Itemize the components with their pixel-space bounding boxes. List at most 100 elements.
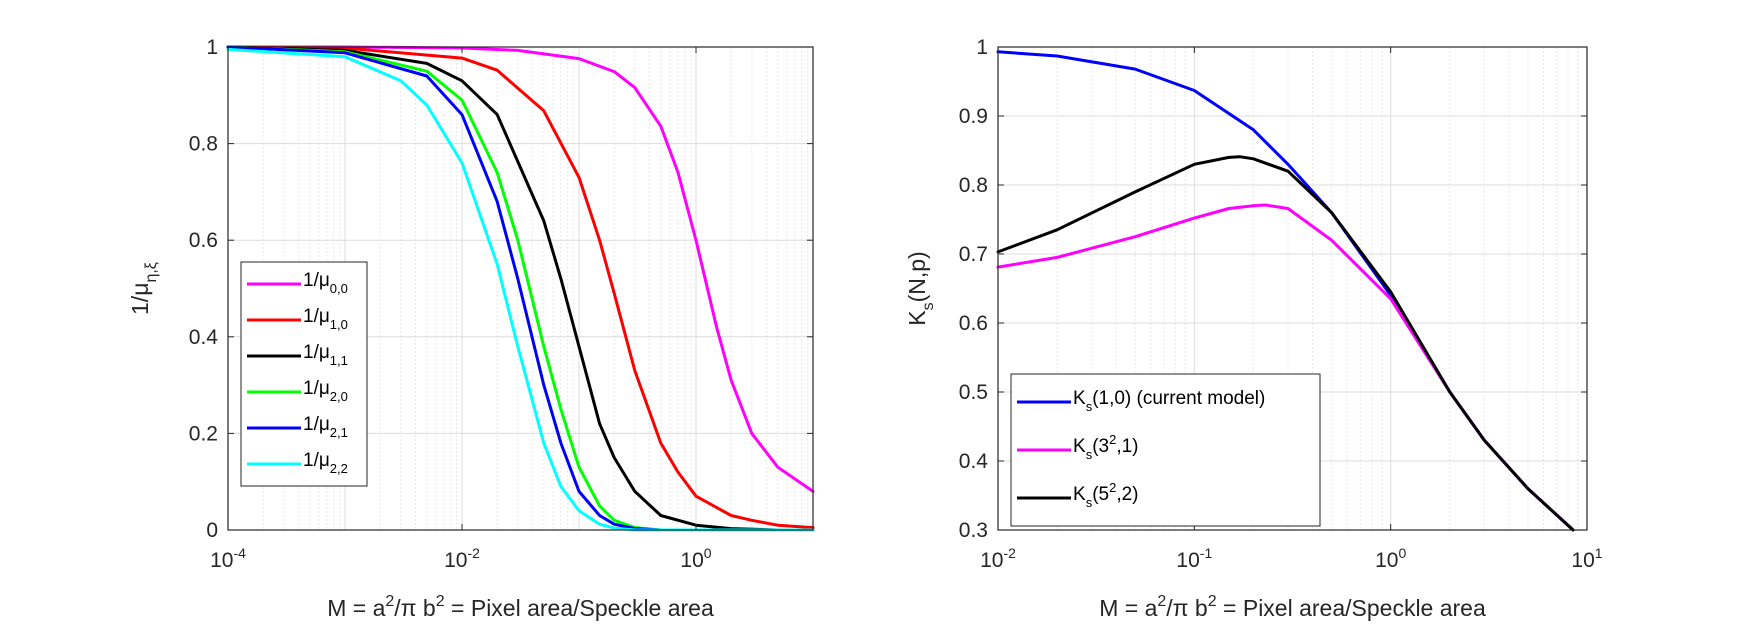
- x-tick-label: 10-2: [980, 545, 1016, 572]
- x-label-part: M = a: [327, 595, 385, 621]
- x-tick-base: 10: [980, 549, 1003, 572]
- x-tick-exp: -4: [233, 545, 246, 561]
- x-tick-base: 10: [1375, 549, 1398, 572]
- x-tick-exp: 0: [1398, 545, 1406, 561]
- legend-entry-1: 1/μ1,0: [303, 306, 348, 332]
- y-tick-label: 0.5: [959, 381, 988, 404]
- tick-marks: [997, 46, 1588, 531]
- legend-entry-2: 1/μ1,1: [303, 342, 348, 368]
- y-tick-label: 0.8: [189, 133, 218, 156]
- y-label-main: K: [904, 310, 930, 326]
- legend-entry-4: 1/μ2,1: [303, 414, 348, 440]
- minor-gridlines: [1056, 47, 1579, 530]
- x-axis-label: M = a2/π b2 = Pixel area/Speckle area: [327, 593, 714, 621]
- legend-entry-1: Ks(32,1): [1073, 432, 1139, 462]
- y-label-rest: (N,p): [904, 251, 930, 302]
- y-tick-label: 0.8: [959, 174, 988, 197]
- y-tick-label: 0.2: [189, 422, 218, 445]
- legend: Ks(1,0) (current model)Ks(32,1)Ks(52,2): [1010, 373, 1321, 527]
- series-line-2: [996, 155, 1575, 532]
- series-line-2: [226, 45, 815, 532]
- x-label-part: = Pixel area/Speckle area: [445, 595, 714, 621]
- y-tick-label: 0.9: [959, 105, 988, 128]
- x-tick-exp: -2: [467, 545, 480, 561]
- legend-entry-0: Ks(1,0) (current model): [1073, 388, 1265, 414]
- x-tick-base: 10: [1571, 549, 1594, 572]
- tick-marks: [227, 46, 813, 531]
- y-tick-label: 1: [206, 36, 218, 59]
- x-tick-label: 100: [1375, 545, 1406, 572]
- x-label-part: /π b: [394, 595, 435, 621]
- y-tick-label: 0.4: [189, 326, 219, 349]
- x-tick-base: 10: [210, 549, 233, 572]
- legend-sub: s: [1086, 399, 1093, 414]
- legend-main: K: [1073, 484, 1086, 505]
- series-line-5: [226, 47, 815, 532]
- legend-sub: 2,1: [330, 425, 348, 440]
- x-tick-exp: 0: [704, 545, 712, 561]
- legend-rest: (5: [1092, 484, 1109, 505]
- x-tick-label: 100: [680, 545, 711, 572]
- legend-sub: 1,1: [330, 353, 348, 368]
- legend-sub: 0,0: [330, 281, 348, 296]
- y-axis-label: 1/μη,ξ: [127, 262, 160, 315]
- y-label-sub: s: [920, 302, 937, 310]
- x-tick-label: 10-2: [444, 545, 480, 572]
- legend-sub: 2,2: [330, 461, 348, 476]
- legend-sup: 2: [1109, 480, 1116, 495]
- y-label-main: 1/μ: [127, 283, 153, 315]
- series-line-1: [226, 45, 815, 530]
- legend-main: 1/μ: [303, 306, 330, 327]
- x-tick-label: 10-1: [1176, 545, 1212, 572]
- x-tick-base: 10: [444, 549, 467, 572]
- legend-entry-3: 1/μ2,0: [303, 378, 348, 404]
- x-tick-base: 10: [680, 549, 703, 572]
- legend-main: 1/μ: [303, 450, 330, 471]
- y-tick-label: 1: [976, 36, 988, 59]
- x-tick-exp: 1: [1595, 545, 1603, 561]
- legend-rest2: ,2): [1116, 484, 1138, 505]
- y-tick-label: 0.6: [959, 312, 988, 335]
- legend-entry-5: 1/μ2,2: [303, 450, 348, 476]
- y-tick-label: 0.7: [959, 243, 988, 266]
- legend-sub: s: [1086, 447, 1093, 462]
- x-label-part: /π b: [1166, 595, 1207, 621]
- legend-sub: 1,0: [330, 317, 348, 332]
- y-tick-label: 0.3: [959, 519, 988, 542]
- legend-entry-2: Ks(52,2): [1073, 480, 1139, 510]
- x-label-sup: 2: [436, 593, 445, 610]
- legend-main: K: [1073, 436, 1086, 457]
- legend-main: 1/μ: [303, 414, 330, 435]
- y-label-sub: η,ξ: [143, 262, 160, 283]
- legend-rest: (3: [1092, 436, 1109, 457]
- x-label-part: M = a: [1099, 595, 1157, 621]
- legend: 1/μ0,01/μ1,01/μ1,11/μ2,01/μ2,11/μ2,2: [240, 261, 368, 487]
- x-tick-label: 10-4: [210, 545, 246, 572]
- series-line-0: [226, 45, 815, 493]
- legend-entry-0: 1/μ0,0: [303, 270, 348, 296]
- x-axis-label: M = a2/π b2 = Pixel area/Speckle area: [1099, 593, 1486, 621]
- x-label-part: = Pixel area/Speckle area: [1217, 595, 1486, 621]
- legend-sup: 2: [1109, 432, 1116, 447]
- legend-rest: (1,0) (current model): [1092, 388, 1265, 409]
- legend-main: K: [1073, 388, 1086, 409]
- x-label-sup: 2: [385, 593, 394, 610]
- x-tick-exp: -2: [1003, 545, 1016, 561]
- legend-main: 1/μ: [303, 342, 330, 363]
- axes-box: [997, 46, 1588, 531]
- legend-sub: 2,0: [330, 389, 348, 404]
- x-tick-exp: -1: [1200, 545, 1213, 561]
- y-tick-label: 0: [206, 519, 218, 542]
- axes-box: [227, 46, 814, 531]
- legend-main: 1/μ: [303, 378, 330, 399]
- y-tick-label: 0.6: [189, 229, 218, 252]
- x-label-sup: 2: [1157, 593, 1166, 610]
- x-label-sup: 2: [1208, 593, 1217, 610]
- legend-rest2: ,1): [1116, 436, 1138, 457]
- x-tick-label: 101: [1571, 545, 1602, 572]
- x-tick-base: 10: [1176, 549, 1199, 572]
- series-lines: [996, 50, 1575, 532]
- legend-box: [240, 261, 368, 487]
